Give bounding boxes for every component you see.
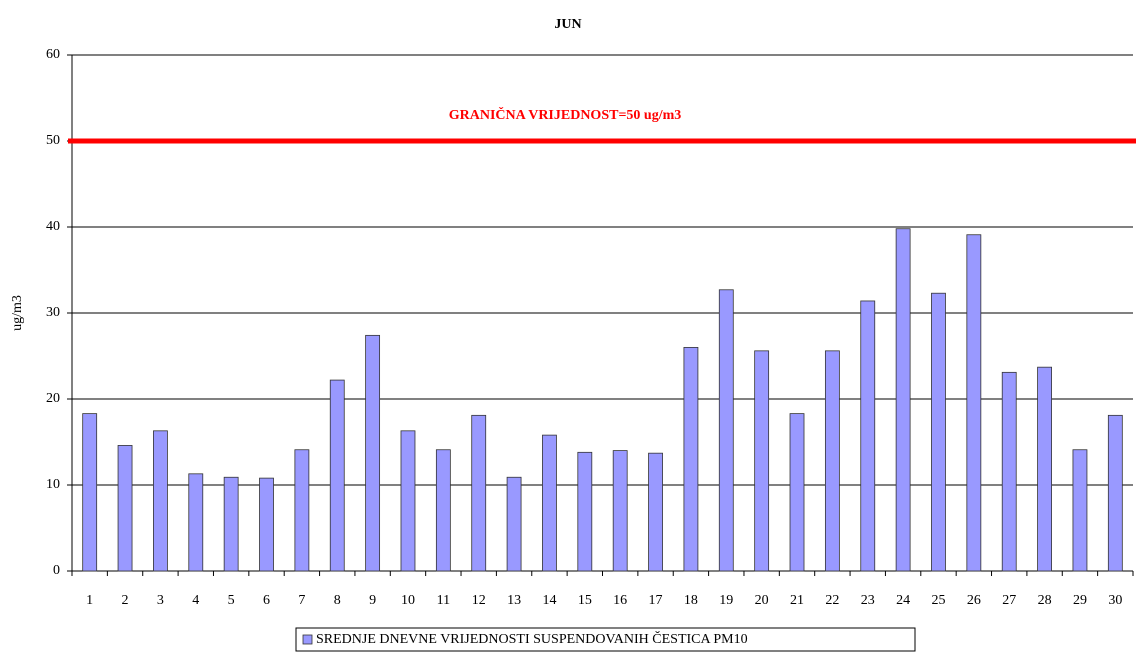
x-tick-label: 15 — [578, 593, 592, 608]
x-tick-label: 16 — [613, 593, 627, 608]
bar — [365, 334, 381, 572]
x-tick-label: 14 — [542, 593, 556, 608]
legend-label: SREDNJE DNEVNE VRIJEDNOSTI SUSPENDOVANIH… — [316, 630, 748, 647]
bar — [718, 289, 734, 572]
x-tick-label: 9 — [369, 593, 376, 608]
x-tick-label: 18 — [684, 593, 698, 608]
y-tick-label: 20 — [46, 391, 60, 406]
threshold-label: GRANIČNA VRIJEDNOST=50 ug/m3 — [449, 106, 682, 123]
x-tick-label: 11 — [437, 593, 450, 608]
x-tick-label: 8 — [334, 593, 341, 608]
bar — [1107, 414, 1123, 572]
y-tick-label: 50 — [46, 133, 60, 148]
x-tick-label: 20 — [755, 593, 769, 608]
y-tick-label: 40 — [46, 219, 60, 234]
y-tick-label: 10 — [46, 477, 60, 492]
bar — [1072, 449, 1088, 572]
y-tick-label: 60 — [46, 47, 60, 62]
bar — [1037, 366, 1052, 572]
x-tick-label: 29 — [1073, 593, 1087, 608]
bar — [754, 350, 770, 572]
bar — [1001, 371, 1017, 572]
legend-box — [295, 627, 916, 652]
bar — [931, 292, 946, 572]
bar — [860, 300, 876, 572]
x-tick-label: 12 — [472, 593, 486, 608]
bar — [82, 413, 98, 572]
x-tick-label: 2 — [122, 593, 129, 608]
x-tick-label: 5 — [228, 593, 235, 608]
x-tick-label: 24 — [896, 593, 910, 608]
bar — [824, 350, 840, 572]
x-tick-label: 17 — [649, 593, 663, 608]
bar — [294, 449, 310, 572]
bar — [612, 450, 628, 572]
bar — [506, 476, 522, 572]
bar — [329, 379, 345, 572]
bar — [259, 477, 274, 572]
bar — [153, 430, 168, 572]
x-tick-label: 1 — [86, 593, 93, 608]
x-tick-label: 3 — [157, 593, 164, 608]
x-tick-label: 27 — [1002, 593, 1016, 608]
x-tick-label: 30 — [1108, 593, 1122, 608]
bar — [789, 413, 805, 572]
x-tick-label: 22 — [825, 593, 839, 608]
x-tick-label: 28 — [1038, 593, 1052, 608]
x-tick-label: 25 — [931, 593, 945, 608]
x-tick-label: 7 — [298, 593, 305, 608]
bar — [895, 228, 911, 572]
bar — [542, 434, 557, 572]
x-tick-label: 21 — [790, 593, 804, 608]
bar — [648, 452, 663, 572]
x-tick-label: 26 — [967, 593, 981, 608]
legend-swatch — [302, 634, 313, 645]
bar — [223, 476, 239, 572]
x-tick-label: 19 — [719, 593, 733, 608]
chart-title: JUN — [554, 17, 581, 32]
bar — [117, 445, 133, 572]
x-tick-label: 10 — [401, 593, 415, 608]
bar — [188, 473, 204, 572]
bar — [471, 414, 487, 572]
x-tick-label: 13 — [507, 593, 521, 608]
bar — [683, 346, 699, 572]
x-tick-label: 4 — [192, 593, 199, 608]
bar — [435, 449, 451, 572]
bar — [400, 430, 416, 572]
x-tick-label: 6 — [263, 593, 270, 608]
x-tick-label: 23 — [861, 593, 875, 608]
y-axis-label: ug/m3 — [10, 295, 25, 331]
bar — [577, 451, 593, 572]
y-tick-label: 0 — [53, 563, 60, 578]
y-tick-label: 30 — [46, 305, 60, 320]
bar — [966, 234, 982, 572]
